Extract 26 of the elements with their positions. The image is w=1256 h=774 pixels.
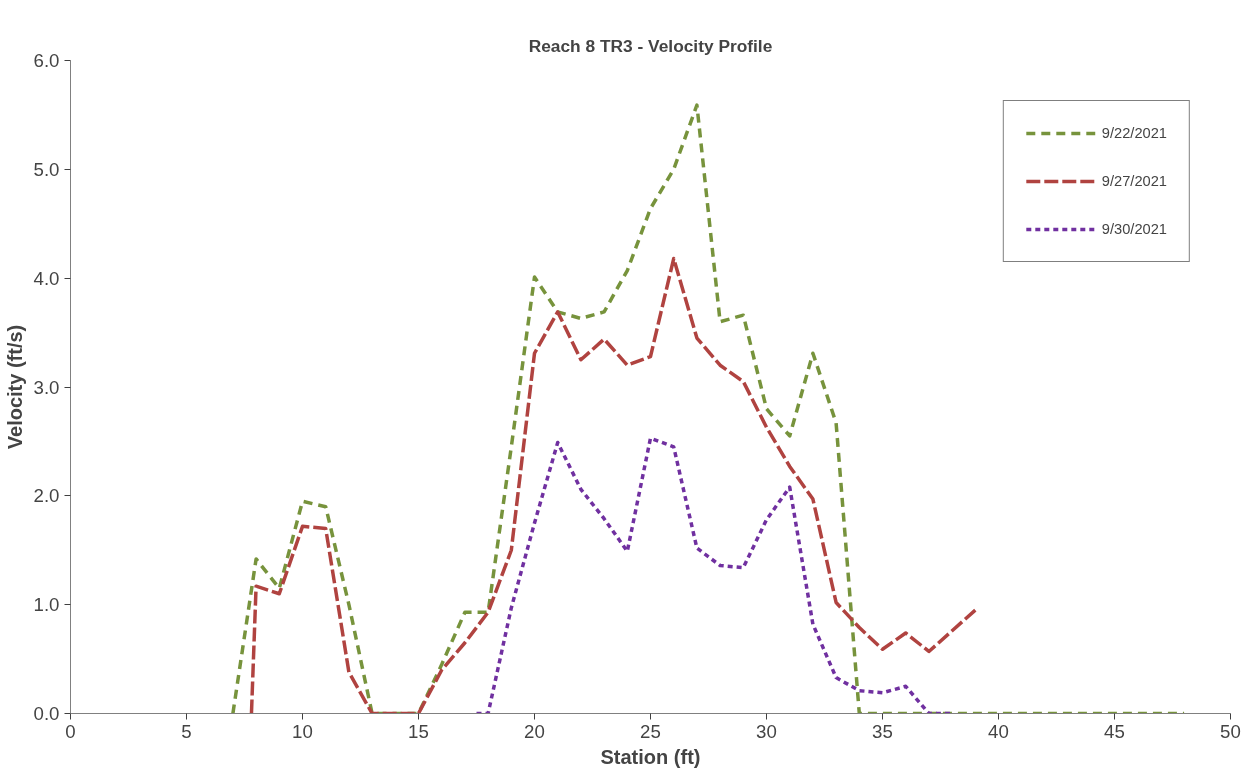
y-tick-label: 5.0 <box>33 158 60 180</box>
y-tick-label: 1.0 <box>33 594 60 616</box>
x-tick-label: 40 <box>988 720 1009 742</box>
y-axis-title: Velocity (ft/s) <box>3 324 26 450</box>
y-tick-label: 6.0 <box>33 50 60 71</box>
legend-label: 9/22/2021 <box>1101 125 1167 141</box>
chart-title: Reach 8 TR3 - Velocity Profile <box>528 35 773 56</box>
line-series <box>231 103 1186 714</box>
x-tick-label: 30 <box>756 720 777 742</box>
y-tick-label: 2.0 <box>33 485 60 507</box>
x-tick-label: 45 <box>1104 720 1125 742</box>
x-tick-label: 0 <box>65 720 76 742</box>
x-tick-label: 35 <box>872 720 893 742</box>
legend-label: 9/27/2021 <box>1101 173 1167 189</box>
x-tick-label: 15 <box>408 720 429 742</box>
legend-label: 9/30/2021 <box>1101 221 1167 237</box>
x-tick-label: 20 <box>524 720 545 742</box>
y-tick-label: 3.0 <box>33 376 60 398</box>
x-tick-label: 5 <box>181 720 192 742</box>
x-tick-label: 10 <box>292 720 313 742</box>
x-axis-title: Station (ft) <box>600 745 701 768</box>
y-tick-label: 0.0 <box>33 703 60 724</box>
x-tick-label: 50 <box>1220 720 1241 742</box>
y-tick-label: 4.0 <box>33 267 60 289</box>
x-tick-label: 25 <box>640 720 661 742</box>
line-series <box>249 256 978 714</box>
